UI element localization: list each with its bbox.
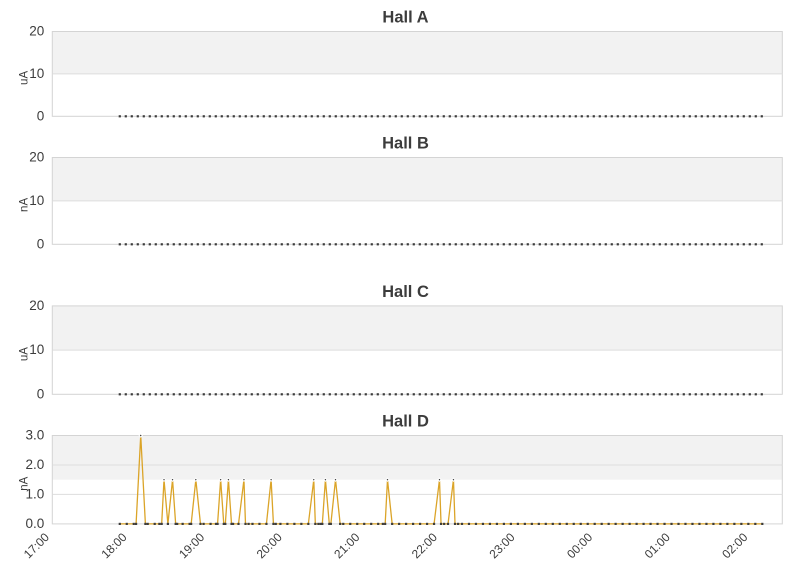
svg-text:20: 20 (29, 298, 44, 313)
svg-text:10: 10 (29, 193, 44, 208)
svg-text:Hall A: Hall A (382, 9, 428, 27)
svg-text:10: 10 (29, 342, 44, 357)
svg-text:uA: uA (18, 347, 30, 361)
svg-text:0.0: 0.0 (26, 516, 45, 531)
svg-text:3.0: 3.0 (26, 428, 45, 443)
svg-text:nA: nA (18, 476, 30, 490)
svg-text:Hall D: Hall D (382, 413, 429, 431)
svg-text:20: 20 (29, 150, 44, 165)
svg-text:2.0: 2.0 (26, 457, 45, 472)
svg-text:0: 0 (37, 386, 45, 401)
svg-text:nA: nA (18, 198, 30, 212)
svg-text:0: 0 (37, 236, 45, 251)
svg-text:0: 0 (37, 108, 45, 123)
svg-text:Hall B: Hall B (382, 135, 429, 153)
svg-text:uA: uA (18, 71, 30, 85)
svg-text:Hall C: Hall C (382, 283, 429, 301)
svg-text:20: 20 (29, 24, 44, 39)
svg-text:10: 10 (29, 66, 44, 81)
